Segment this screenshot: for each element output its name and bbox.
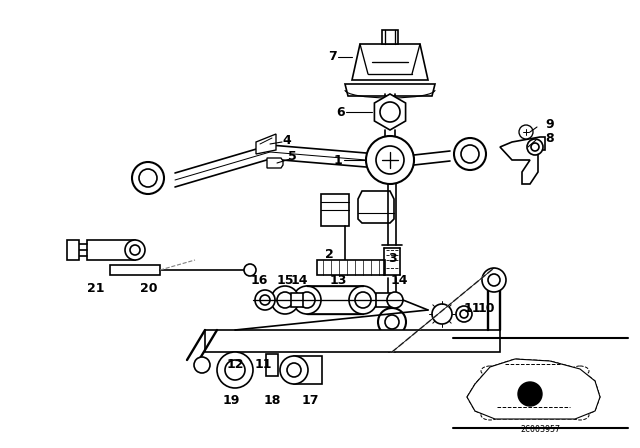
Text: 9: 9 bbox=[545, 117, 554, 130]
Circle shape bbox=[225, 360, 245, 380]
Bar bbox=[67, 240, 79, 260]
Bar bbox=[382, 30, 398, 44]
Circle shape bbox=[461, 145, 479, 163]
Circle shape bbox=[432, 304, 452, 324]
Text: 18: 18 bbox=[264, 393, 282, 406]
Circle shape bbox=[349, 286, 377, 314]
Circle shape bbox=[387, 292, 403, 308]
Text: 10: 10 bbox=[478, 302, 495, 315]
Circle shape bbox=[287, 363, 301, 377]
Text: 5: 5 bbox=[288, 151, 297, 164]
Circle shape bbox=[280, 356, 308, 384]
Circle shape bbox=[271, 286, 299, 314]
Circle shape bbox=[260, 295, 270, 305]
Circle shape bbox=[366, 136, 414, 184]
Bar bbox=[291, 293, 303, 307]
Text: 17: 17 bbox=[302, 393, 319, 406]
Ellipse shape bbox=[481, 410, 499, 420]
Circle shape bbox=[378, 308, 406, 336]
Bar bbox=[376, 293, 390, 307]
Circle shape bbox=[125, 240, 145, 260]
Bar bbox=[307, 286, 363, 314]
Text: 8: 8 bbox=[545, 132, 554, 145]
Circle shape bbox=[355, 292, 371, 308]
Polygon shape bbox=[345, 84, 435, 96]
Polygon shape bbox=[317, 260, 385, 275]
Circle shape bbox=[217, 352, 253, 388]
Polygon shape bbox=[500, 137, 545, 184]
Polygon shape bbox=[256, 134, 276, 154]
Circle shape bbox=[132, 162, 164, 194]
Circle shape bbox=[488, 274, 500, 286]
Polygon shape bbox=[467, 359, 600, 419]
Text: 20: 20 bbox=[140, 281, 157, 294]
Ellipse shape bbox=[571, 366, 589, 376]
Text: 4: 4 bbox=[282, 134, 291, 146]
Text: 21: 21 bbox=[87, 281, 104, 294]
Circle shape bbox=[460, 310, 468, 318]
Circle shape bbox=[519, 125, 533, 139]
Text: 2C003957: 2C003957 bbox=[520, 425, 560, 434]
Text: 19: 19 bbox=[223, 393, 241, 406]
Circle shape bbox=[456, 306, 472, 322]
Text: 13: 13 bbox=[330, 273, 348, 287]
Bar bbox=[266, 354, 278, 376]
Text: 15: 15 bbox=[277, 273, 294, 287]
Circle shape bbox=[482, 268, 506, 292]
Circle shape bbox=[454, 138, 486, 170]
Circle shape bbox=[376, 146, 404, 174]
Text: 11: 11 bbox=[255, 358, 273, 371]
Circle shape bbox=[531, 143, 539, 151]
Circle shape bbox=[293, 286, 321, 314]
Polygon shape bbox=[358, 191, 394, 223]
Bar bbox=[110, 265, 160, 275]
Bar bbox=[321, 194, 349, 226]
Circle shape bbox=[385, 315, 399, 329]
Text: 14: 14 bbox=[291, 273, 308, 287]
Bar bbox=[205, 330, 500, 352]
Ellipse shape bbox=[571, 410, 589, 420]
Text: 7: 7 bbox=[328, 51, 337, 64]
Text: 1: 1 bbox=[334, 154, 343, 167]
Ellipse shape bbox=[481, 366, 499, 376]
Circle shape bbox=[255, 290, 275, 310]
Circle shape bbox=[527, 139, 543, 155]
Polygon shape bbox=[267, 158, 283, 168]
Circle shape bbox=[299, 292, 315, 308]
Text: 11: 11 bbox=[464, 302, 481, 315]
Bar bbox=[294, 356, 322, 384]
Circle shape bbox=[130, 245, 140, 255]
Bar bbox=[87, 240, 135, 260]
Text: 3: 3 bbox=[388, 251, 397, 264]
Circle shape bbox=[277, 292, 293, 308]
Polygon shape bbox=[352, 44, 428, 80]
Circle shape bbox=[244, 264, 256, 276]
Text: 12: 12 bbox=[227, 358, 244, 371]
Circle shape bbox=[380, 102, 400, 122]
Polygon shape bbox=[374, 94, 406, 130]
Text: 14: 14 bbox=[391, 273, 408, 287]
Text: 6: 6 bbox=[336, 105, 344, 119]
Circle shape bbox=[194, 357, 210, 373]
Circle shape bbox=[139, 169, 157, 187]
Text: 16: 16 bbox=[251, 273, 268, 287]
Circle shape bbox=[518, 382, 542, 406]
Text: 2: 2 bbox=[325, 249, 333, 262]
